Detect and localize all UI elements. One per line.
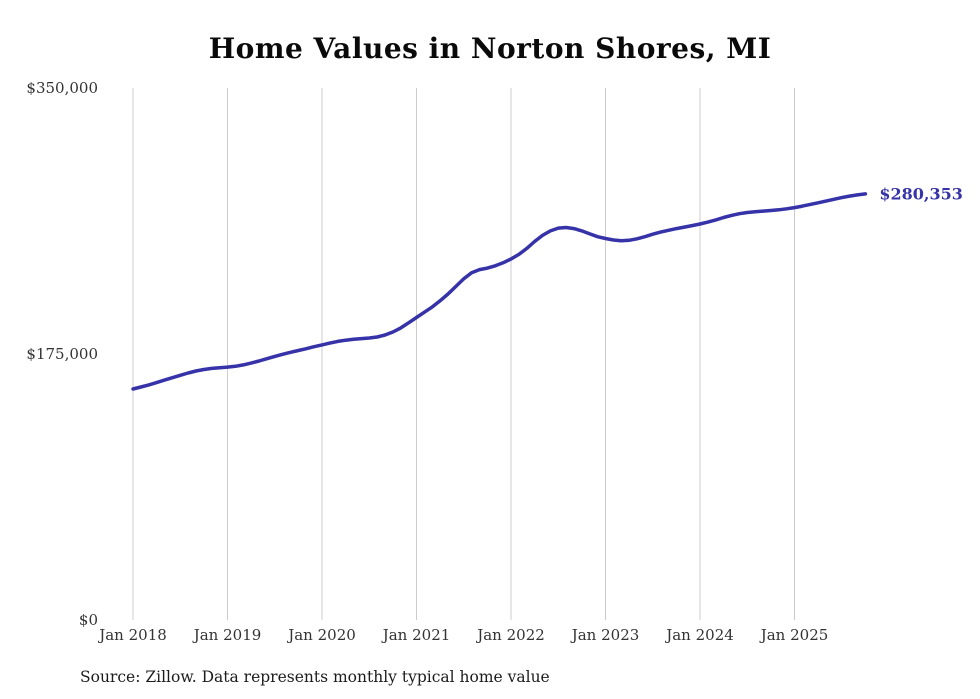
x-axis-tick-label: Jan 2023 [571, 626, 640, 644]
x-axis-tick-label: Jan 2021 [382, 626, 451, 644]
x-axis-tick-label: Jan 2018 [99, 626, 167, 644]
x-axis-tick-label: Jan 2019 [193, 626, 262, 644]
latest-value-label: $280,353 [879, 184, 963, 204]
y-axis-tick-label: $0 [78, 611, 98, 629]
home-value-series-line [131, 192, 868, 391]
x-axis-tick-label: Jan 2025 [760, 626, 829, 644]
y-axis-tick-label: $350,000 [26, 79, 98, 97]
x-axis-tick-label: Jan 2024 [666, 626, 734, 644]
chart-title: Home Values in Norton Shores, MI [208, 32, 772, 65]
y-axis-tick-label: $175,000 [26, 345, 98, 363]
source-attribution: Source: Zillow. Data represents monthly … [80, 668, 550, 686]
x-axis-tick-label: Jan 2020 [288, 626, 356, 644]
x-axis-tick-label: Jan 2022 [477, 626, 545, 644]
